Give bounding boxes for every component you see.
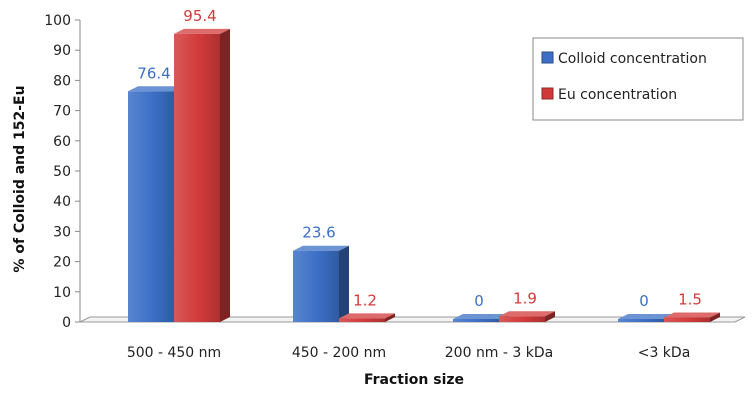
y-tick-label: 20 — [53, 255, 71, 271]
bar-side — [385, 313, 395, 322]
bar-value-label: 23.6 — [302, 224, 335, 242]
x-tick-label: <3 kDa — [638, 345, 691, 361]
bar — [293, 250, 339, 322]
y-tick-label: 30 — [53, 224, 71, 240]
bar — [128, 91, 174, 322]
bar-top — [453, 314, 509, 319]
x-tick-label: 450 - 200 nm — [292, 345, 386, 361]
bar — [339, 318, 385, 322]
bar — [664, 317, 710, 322]
x-axis-title: Fraction size — [364, 372, 464, 388]
y-tick-label: 80 — [53, 73, 71, 89]
bar-side — [220, 28, 230, 323]
y-tick-label: 70 — [53, 104, 71, 120]
y-tick-label: 0 — [62, 315, 71, 331]
y-tick-label: 10 — [53, 285, 71, 301]
y-tick-label: 40 — [53, 194, 71, 210]
bar — [618, 319, 664, 322]
bar-value-label: 1.2 — [353, 291, 377, 309]
bar-side — [339, 245, 349, 322]
y-axis-title: % of Colloid and 152-Eu — [12, 85, 28, 272]
y-tick-label: 50 — [53, 164, 71, 180]
bar-top — [293, 245, 349, 251]
legend-box — [532, 37, 744, 121]
bar-value-label: 76.4 — [137, 64, 170, 82]
bar — [499, 316, 545, 322]
bar-value-label: 0 — [639, 292, 649, 310]
bar-value-label: 0 — [474, 292, 484, 310]
bar-value-label: 1.9 — [513, 289, 537, 307]
legend-swatch — [541, 87, 554, 100]
bar-value-label: 1.5 — [678, 290, 702, 308]
bar — [453, 319, 499, 322]
x-tick-label: 500 - 450 nm — [127, 345, 221, 361]
y-tick-label: 100 — [44, 13, 71, 29]
x-tick-label: 200 nm - 3 kDa — [445, 345, 553, 361]
bar-side — [710, 312, 720, 322]
bar-top — [499, 311, 555, 317]
legend-swatch — [541, 51, 554, 64]
bar-top — [664, 312, 720, 318]
legend-label: Eu concentration — [558, 87, 677, 103]
legend-label: Colloid concentration — [558, 51, 707, 67]
bar-top — [174, 28, 230, 34]
bar-top — [339, 313, 395, 319]
bar-value-label: 95.4 — [183, 7, 216, 25]
bar-top — [618, 314, 674, 319]
bar — [174, 33, 220, 322]
y-tick-label: 60 — [53, 134, 71, 150]
y-tick-label: 90 — [53, 43, 71, 59]
bar-side — [545, 311, 555, 322]
bar-top — [128, 86, 184, 92]
